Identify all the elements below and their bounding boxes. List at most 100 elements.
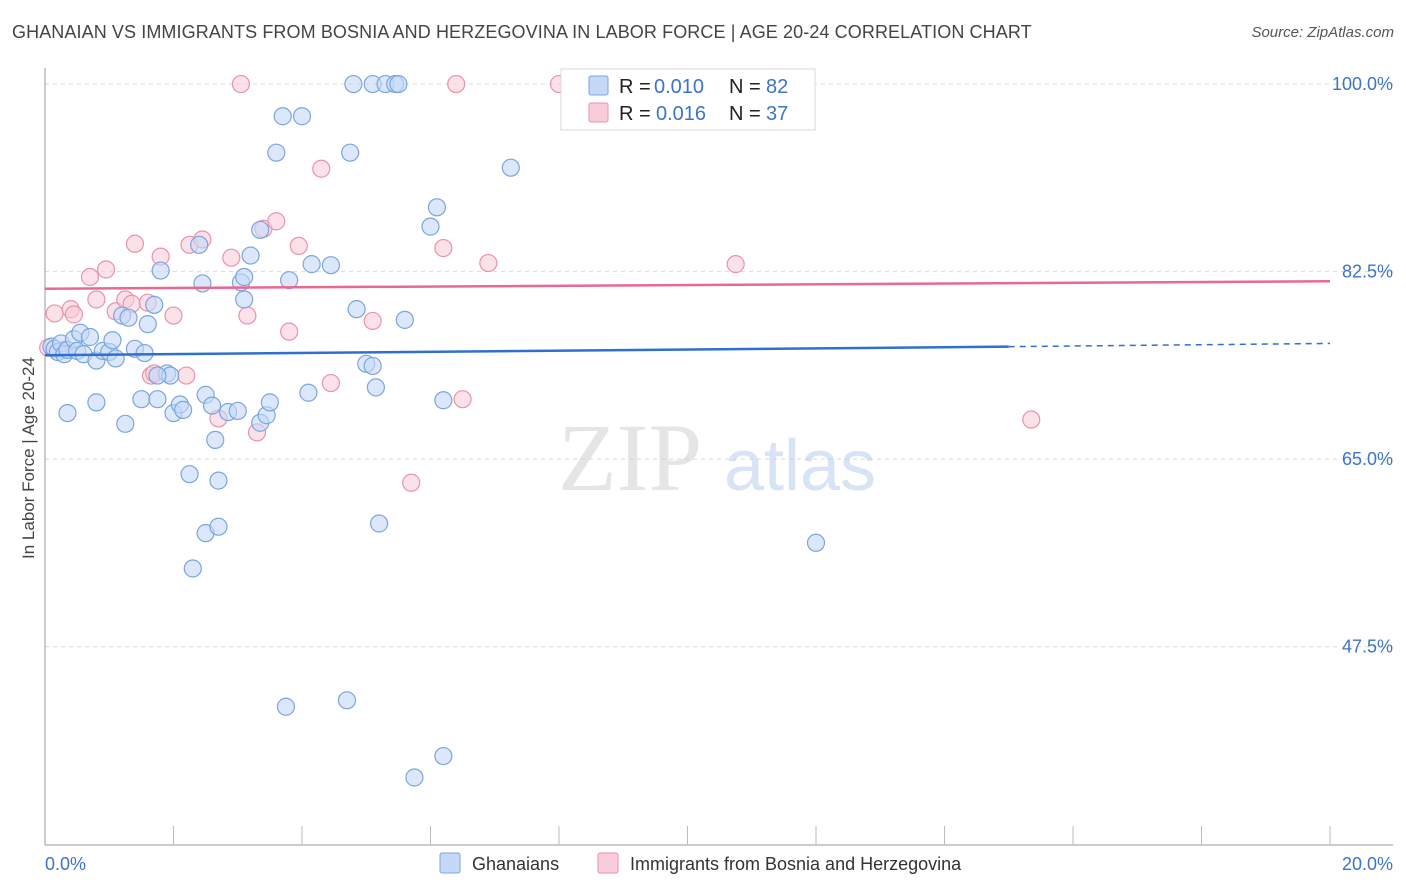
legend-n-label-2: N = [729, 103, 761, 125]
ghanaian-point [280, 271, 299, 290]
ghanaian-point [427, 198, 447, 217]
series-ghanaians [42, 74, 826, 787]
ghanaian-point [148, 366, 167, 385]
ghanaian-point [209, 517, 228, 536]
ghanaian-point [228, 401, 247, 421]
ghanaian-point [206, 430, 225, 449]
ghanaian-point [389, 74, 408, 94]
ghanaian-point [193, 274, 212, 293]
source-note: Source: ZipAtlas.com [1251, 24, 1394, 41]
y-tick-label: 100.0% [1332, 74, 1393, 94]
legend-swatch-ghanaians [588, 75, 609, 96]
bosnia-point [231, 74, 251, 94]
legend-r-value-2: 0.016 [656, 103, 706, 125]
watermark-atlas: atlas [724, 426, 876, 506]
bosnia-point [479, 253, 498, 273]
bosnia-point [447, 74, 466, 94]
series-legend-label-bosnia: Immigrants from Bosnia and Herzegovina [630, 854, 962, 874]
ghanaian-point [276, 697, 296, 716]
ghanaian-point [58, 403, 77, 423]
x-ticks [173, 826, 1331, 845]
ghanaian-point [103, 331, 122, 350]
bosnia-point [164, 306, 183, 325]
ghanaian-point [106, 349, 125, 368]
legend-swatch-bosnia [588, 102, 609, 123]
trend-lines [44, 280, 1331, 357]
ghanaian-point [80, 327, 100, 347]
ghanaian-point [363, 356, 382, 376]
ghanaian-point [267, 143, 286, 162]
ghanaian-point [260, 393, 279, 412]
ghanaian-point [370, 514, 389, 533]
bosnia-point [1022, 410, 1041, 429]
ghanaian-point [299, 383, 318, 402]
ghanaian-point [87, 393, 106, 412]
correlation-legend: R = 0.010 N = 82 R = 0.016 N = 37 [560, 68, 816, 131]
ghanaian-point [183, 559, 202, 578]
x-tick-label: 0.0% [45, 854, 86, 874]
bosnia-point [64, 305, 84, 324]
ghanaian-point [421, 217, 440, 236]
ghanaians-trend-line [44, 345, 1009, 357]
bosnia-point [402, 473, 421, 492]
bosnia-point [312, 159, 331, 178]
series-legend: Ghanaians Immigrants from Bosnia and Her… [439, 852, 962, 874]
ghanaian-point [337, 691, 357, 710]
ghanaian-point [138, 315, 157, 334]
ghanaian-point [251, 220, 270, 239]
ghanaian-point [132, 390, 151, 409]
ghanaian-point [806, 533, 826, 552]
bosnia-point [80, 267, 100, 287]
x-tick-label: 20.0% [1342, 854, 1393, 874]
legend-n-label-1: N = [729, 76, 761, 98]
ghanaian-point [235, 267, 254, 287]
y-tick-label: 65.0% [1342, 449, 1393, 469]
bosnia-point [280, 322, 299, 341]
series-legend-swatch-ghanaians [439, 852, 461, 874]
ghanaian-point [405, 768, 424, 787]
bosnia-point [222, 248, 241, 267]
ghanaian-point [190, 235, 209, 254]
bosnia-point [363, 311, 382, 331]
bosnia-trend-line [44, 280, 1331, 291]
bosnia-point [321, 373, 341, 393]
bosnia-point [87, 290, 106, 309]
ghanaian-point [347, 300, 366, 319]
watermark: ZIP atlas [558, 404, 876, 511]
bosnia-point [434, 238, 453, 258]
y-tick-labels: 100.0% 82.5% 65.0% 47.5% [1332, 74, 1393, 657]
ghanaian-point [235, 290, 254, 309]
ghanaian-point [151, 261, 170, 280]
bosnia-point [125, 234, 145, 253]
y-axis-label: In Labor Force | Age 20-24 [19, 357, 38, 559]
legend-n-value-2: 37 [766, 103, 788, 125]
legend-r-label-2: R = [619, 103, 651, 125]
ghanaian-point [180, 465, 199, 484]
ghanaian-point [501, 158, 520, 177]
series-legend-swatch-bosnia [597, 852, 619, 874]
axes [44, 68, 1393, 846]
ghanaian-point [395, 310, 414, 329]
ghanaian-point [292, 107, 312, 126]
watermark-zip: ZIP [558, 404, 702, 511]
ghanaian-point [366, 378, 385, 397]
ghanaian-point [434, 746, 453, 766]
ghanaian-point [344, 74, 363, 94]
ghanaian-point [119, 308, 138, 327]
ghanaian-point [202, 396, 222, 415]
bosnia-point [238, 306, 257, 325]
legend-r-label-1: R = [619, 76, 651, 98]
series-legend-label-ghanaians: Ghanaians [472, 854, 559, 874]
legend-r-value-1: 0.010 [654, 76, 704, 98]
bosnia-point [289, 236, 308, 256]
y-tick-label: 47.5% [1342, 637, 1393, 657]
grid-lines [45, 83, 1393, 648]
legend-n-value-1: 82 [766, 76, 788, 98]
bosnia-point [45, 304, 64, 323]
y-tick-label: 82.5% [1342, 262, 1393, 282]
ghanaian-point [148, 390, 167, 409]
ghanaian-point [302, 255, 321, 274]
bosnia-point [96, 260, 116, 279]
ghanaian-point [241, 246, 260, 265]
